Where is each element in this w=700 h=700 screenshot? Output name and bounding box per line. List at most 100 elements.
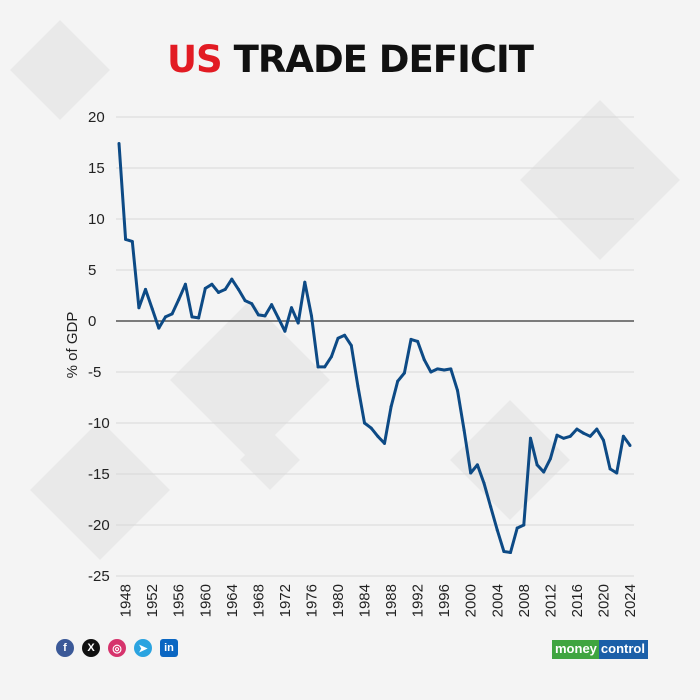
- data-point: [376, 434, 380, 438]
- data-point: [303, 280, 307, 284]
- data-point: [329, 355, 333, 359]
- data-point: [170, 312, 174, 316]
- x-tick-label: 1956: [171, 584, 188, 617]
- data-point: [256, 313, 260, 317]
- data-point: [316, 365, 320, 369]
- moneycontrol-logo: money control: [552, 640, 648, 659]
- series-line: [117, 143, 632, 554]
- x-tick-label: 1960: [197, 584, 214, 617]
- data-point: [150, 307, 154, 311]
- data-point: [124, 237, 128, 241]
- data-point: [396, 379, 400, 383]
- data-point: [323, 365, 327, 369]
- x-tick-label: 1992: [410, 584, 427, 617]
- data-point: [628, 443, 632, 447]
- telegram-icon[interactable]: ➤: [134, 639, 152, 657]
- x-icon[interactable]: X: [82, 639, 100, 657]
- data-point: [223, 287, 227, 291]
- x-tick-label: 1948: [118, 584, 135, 617]
- data-point: [363, 421, 367, 425]
- data-point: [575, 427, 579, 431]
- x-tick-label: 1996: [436, 584, 453, 617]
- y-tick-label: 5: [88, 262, 96, 279]
- data-point: [283, 329, 287, 333]
- data-point: [389, 405, 393, 409]
- x-tick-label: 1972: [277, 584, 294, 617]
- x-tick-label: 2012: [542, 584, 559, 617]
- chart-title: US TRADE DEFICIT: [0, 38, 700, 81]
- y-tick-label: -15: [88, 466, 110, 483]
- data-point: [608, 467, 612, 471]
- title-highlight: US: [166, 38, 223, 81]
- data-point: [422, 358, 426, 362]
- data-point: [495, 528, 499, 532]
- data-point: [482, 481, 486, 485]
- data-point: [296, 321, 300, 325]
- data-point: [528, 436, 532, 440]
- data-point: [555, 433, 559, 437]
- instagram-icon[interactable]: ◎: [108, 639, 126, 657]
- data-point: [469, 471, 473, 475]
- x-tick-label: 1964: [224, 584, 241, 617]
- y-axis-label: % of GDP: [64, 312, 81, 379]
- data-point: [442, 368, 446, 372]
- x-tick-label: 1984: [357, 584, 374, 617]
- data-point: [210, 282, 214, 286]
- y-tick-label: -20: [88, 517, 110, 534]
- x-tick-label: 2008: [516, 584, 533, 617]
- data-point: [203, 286, 207, 290]
- data-point: [409, 337, 413, 341]
- data-point: [163, 315, 167, 319]
- data-point: [336, 336, 340, 340]
- data-point: [601, 438, 605, 442]
- data-point: [236, 287, 240, 291]
- x-tick-label: 1968: [250, 584, 267, 617]
- y-tick-label: -10: [88, 415, 110, 432]
- data-point: [243, 299, 247, 303]
- y-tick-label: 20: [88, 109, 105, 126]
- data-point: [250, 302, 254, 306]
- data-point: [356, 384, 360, 388]
- x-tick-label: 1980: [330, 584, 347, 617]
- data-point: [449, 367, 453, 371]
- data-point: [197, 316, 201, 320]
- x-tick-label: 2004: [489, 584, 506, 617]
- data-point: [621, 434, 625, 438]
- data-point: [290, 306, 294, 310]
- data-point: [462, 428, 466, 432]
- data-point: [117, 142, 121, 146]
- data-point: [183, 282, 187, 286]
- linkedin-icon[interactable]: in: [160, 639, 178, 657]
- y-tick-label: -25: [88, 568, 110, 585]
- x-tick-label: 2000: [463, 584, 480, 617]
- data-point: [515, 526, 519, 530]
- data-point: [177, 298, 181, 302]
- data-point: [270, 303, 274, 307]
- data-point: [263, 314, 267, 318]
- x-tick-label: 1976: [303, 584, 320, 617]
- data-point: [475, 463, 479, 467]
- data-point: [615, 471, 619, 475]
- data-point: [429, 370, 433, 374]
- data-point: [588, 434, 592, 438]
- data-point: [509, 551, 513, 555]
- data-point: [369, 426, 373, 430]
- data-point: [217, 290, 221, 294]
- y-tick-label: 10: [88, 211, 105, 228]
- data-point: [349, 343, 353, 347]
- data-point: [382, 441, 386, 445]
- data-point: [535, 463, 539, 467]
- data-point: [230, 277, 234, 281]
- social-links: f X ◎ ➤ in: [56, 639, 178, 657]
- data-point: [157, 326, 161, 330]
- title-rest: TRADE DEFICIT: [233, 38, 534, 81]
- data-point: [276, 316, 280, 320]
- y-tick-label: 15: [88, 160, 105, 177]
- y-tick-label: 0: [88, 313, 96, 330]
- facebook-icon[interactable]: f: [56, 639, 74, 657]
- data-point: [455, 388, 459, 392]
- data-point: [436, 367, 440, 371]
- x-tick-label: 2020: [595, 584, 612, 617]
- y-tick-label: -5: [88, 364, 101, 381]
